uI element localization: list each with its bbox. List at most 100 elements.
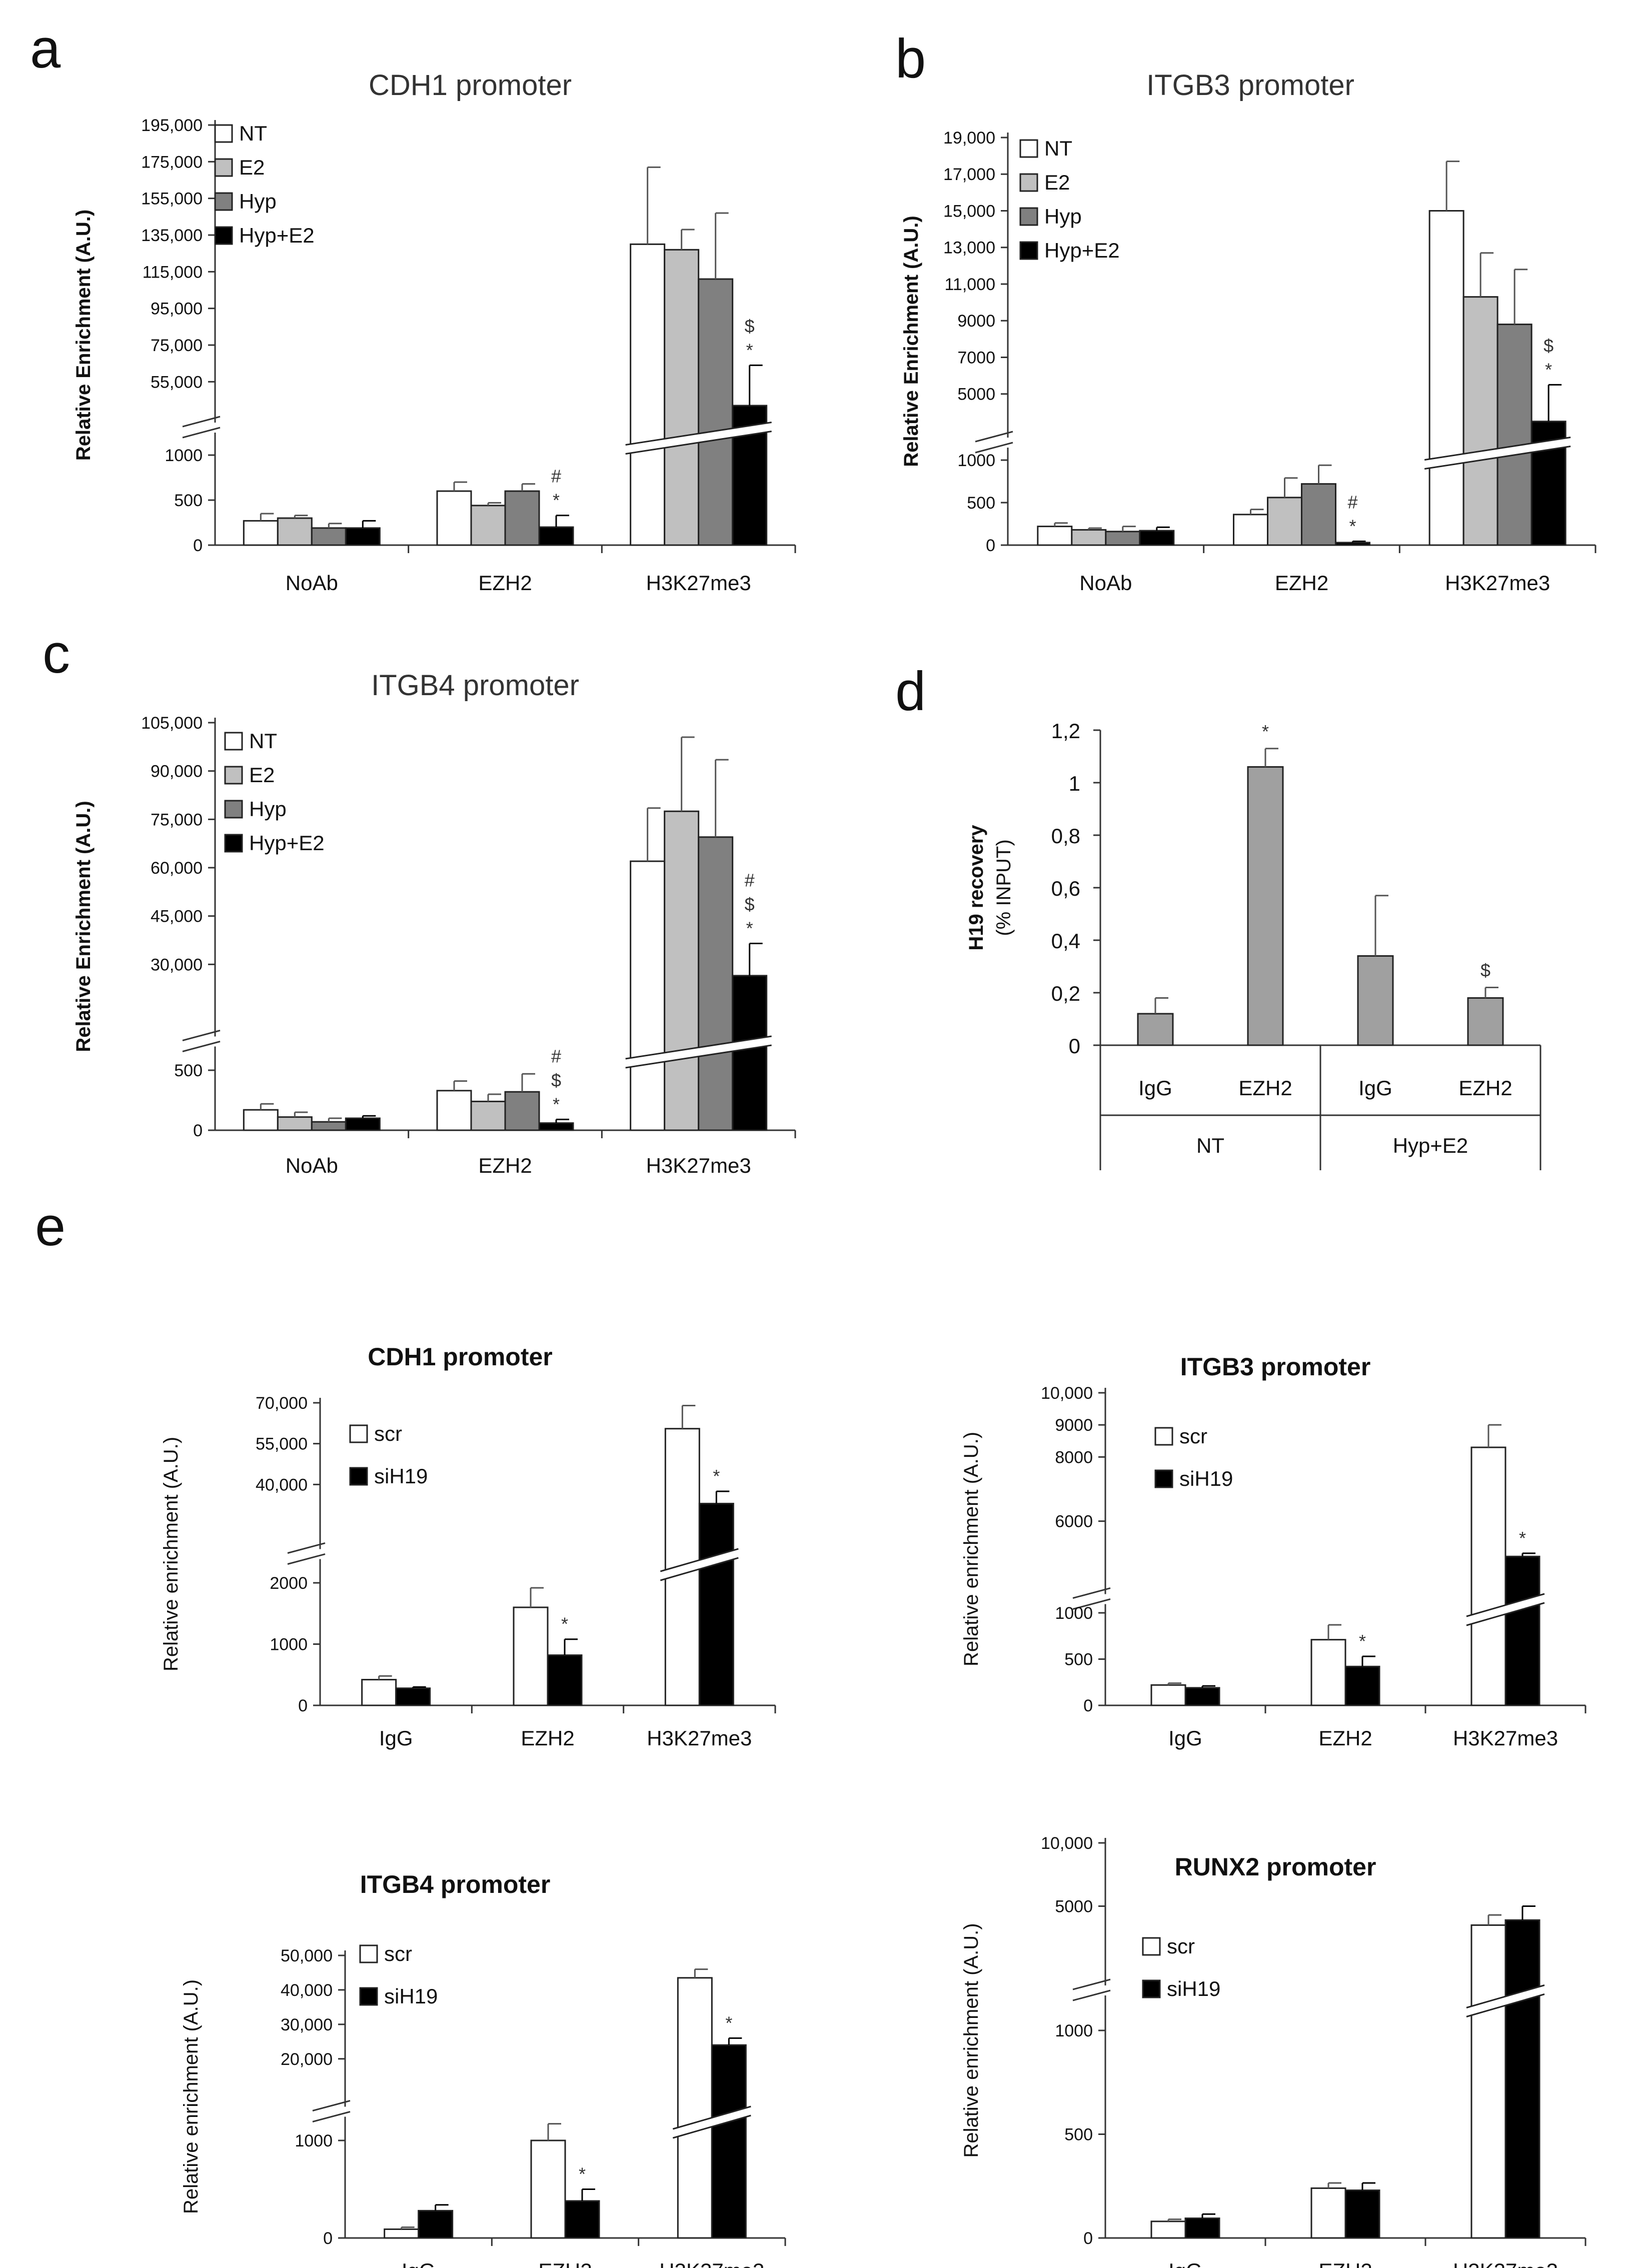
x-category-label: EZH2 <box>1238 1076 1292 1100</box>
y-axis-label: Relative enrichment (A.U.) <box>160 1437 182 1671</box>
chart-d-h19: H19 recovery (% INPUT) 0 0,2 0,4 0,6 0,8 1 1,2 Ig… <box>965 719 1541 1170</box>
y-tick-label: 500 <box>1064 1650 1093 1669</box>
bar-sih19 <box>1184 2217 1220 2239</box>
axis-break-mark <box>975 431 1013 443</box>
legend-swatch <box>214 192 233 211</box>
y-axis-label: Relative enrichment (A.U.) <box>180 1979 202 2214</box>
axis-break-mark <box>287 1542 326 1554</box>
significance-mark: # <box>551 1046 561 1066</box>
significance-mark: * <box>561 1614 568 1634</box>
axis-break-mark <box>1072 1989 1111 2001</box>
group-label: NT <box>1196 1134 1224 1157</box>
axis-break-mark <box>182 1041 221 1052</box>
legend-swatch <box>1142 1937 1161 1956</box>
bar-break-line <box>625 1044 772 1069</box>
bar <box>1137 1013 1174 1046</box>
y-tick-label: 15,000 <box>943 202 995 221</box>
bar-break-wedge <box>673 2106 751 2138</box>
y-axis-label: Relative Enrichment (A.U.) <box>73 801 95 1052</box>
legend-swatch <box>224 800 243 819</box>
y-tick-label: 55,000 <box>256 1435 308 1454</box>
bar-scr <box>513 1606 549 1706</box>
bar-break-line <box>625 422 772 446</box>
bar-hyp <box>311 527 347 546</box>
bar-hyp <box>698 836 734 1131</box>
bar-break-line <box>1466 1602 1545 1626</box>
bar-e2 <box>664 249 700 546</box>
significance-mark: * <box>746 340 753 360</box>
y-tick-label: 0 <box>323 2229 333 2248</box>
axis-break-gap <box>185 1036 230 1047</box>
y-axis-label: H19 recovery <box>965 825 987 951</box>
x-category-label: IgG <box>1168 2259 1202 2268</box>
axis-break-mark <box>182 427 221 439</box>
y-tick-label: 11,000 <box>945 275 995 294</box>
y-tick-label: 0 <box>986 536 995 555</box>
x-category-label: H3K27me3 <box>647 1726 752 1750</box>
bar-sih19 <box>711 2044 747 2239</box>
significance-mark: $ <box>745 894 755 914</box>
y-tick-label: 19,000 <box>943 129 995 148</box>
x-category-label: IgG <box>379 1726 413 1750</box>
chart-e-runx2: RUNX2 promoter Relative enrichment (A.U.)… <box>960 1834 1586 2268</box>
bar-sih19 <box>1184 1687 1220 1706</box>
significance-mark: * <box>1359 1631 1366 1651</box>
y-tick-label: 115,000 <box>143 263 203 282</box>
chart-title: CDH1 promoter <box>369 69 572 102</box>
y-tick-label: 40,000 <box>281 1981 333 2000</box>
bar-scr <box>677 1977 713 2239</box>
y-tick-label: 9000 <box>1055 1416 1093 1435</box>
bar-e2 <box>470 505 506 546</box>
y-tick-label: 1000 <box>165 446 203 465</box>
panel-letter-a: a <box>30 18 61 80</box>
legend-label: scr <box>384 1942 412 1965</box>
bar-e2 <box>1462 296 1498 546</box>
y-tick-label: 40,000 <box>256 1475 308 1494</box>
axis-break-mark <box>1072 1978 1111 1990</box>
chart-title: RUNX2 promoter <box>1175 1853 1376 1881</box>
legend-swatch <box>1019 173 1038 192</box>
bar-hyp-e2 <box>732 975 768 1131</box>
legend-label: siH19 <box>384 1984 438 2008</box>
bar-sih19 <box>1344 2189 1380 2239</box>
significance-mark: # <box>1347 492 1357 512</box>
x-category-label: H3K27me3 <box>659 2259 764 2268</box>
legend-label: Hyp+E2 <box>249 831 325 855</box>
x-category-label: EZH2 <box>521 1726 574 1750</box>
bar-hyp <box>1496 324 1532 546</box>
y-tick-label: 90,000 <box>151 762 203 781</box>
y-tick-label: 1000 <box>1055 1604 1093 1623</box>
bar-scr <box>361 1679 397 1706</box>
y-tick-label: 195,000 <box>141 116 203 135</box>
axis-break-mark <box>975 442 1013 454</box>
y-tick-label: 75,000 <box>151 810 203 829</box>
significance-mark: $ <box>1543 335 1553 356</box>
legend-swatch <box>349 1467 368 1486</box>
y-tick-label: 135,000 <box>141 226 203 245</box>
legend-swatch <box>1019 207 1038 226</box>
chart-title: CDH1 promoter <box>368 1343 552 1371</box>
chart-a-cdh1: CDH1 promoter Relative Enrichment (A.U.) 0… <box>73 69 796 595</box>
bar-scr <box>1150 1684 1186 1706</box>
axis-break-mark <box>182 416 221 428</box>
x-category-label: EZH2 <box>538 2259 592 2268</box>
bar-hyp <box>504 490 540 546</box>
axis-break-mark <box>182 1030 221 1041</box>
y-tick-label: 9000 <box>957 312 995 331</box>
bar-break-line <box>1466 1984 1545 2008</box>
y-tick-label: 7000 <box>957 348 995 367</box>
y-axis-label: Relative enrichment (A.U.) <box>960 1432 982 1666</box>
bar-break-line <box>1466 1993 1545 2017</box>
bar-sih19 <box>395 1687 431 1706</box>
chart-c-itgb4: ITGB4 promoter Relative Enrichment (A.U.)… <box>73 669 796 1177</box>
axis-break-gap <box>1075 1985 1120 1995</box>
legend-label: scr <box>374 1422 402 1445</box>
y-tick-label: 30,000 <box>151 955 203 974</box>
legend-swatch <box>224 834 243 853</box>
bar-nt <box>1037 526 1073 546</box>
y-tick-label: 10,000 <box>1041 1834 1093 1853</box>
x-category-label: H3K27me3 <box>1445 571 1550 595</box>
x-category-label: EZH2 <box>478 1154 532 1177</box>
significance-mark: * <box>1545 359 1552 380</box>
bar-hyp-e2 <box>1139 530 1175 546</box>
